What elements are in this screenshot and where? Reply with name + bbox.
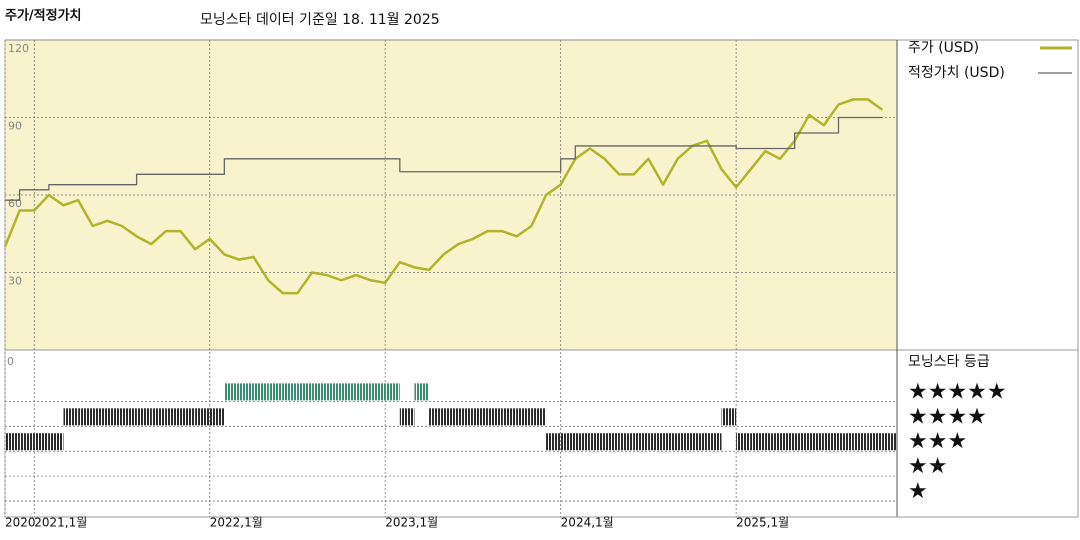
rating-bar — [487, 408, 503, 426]
rating-bar — [19, 433, 35, 451]
rating-title: 모닝스타 등급 — [908, 354, 990, 370]
x-tick-label: 2022,1월 — [210, 516, 263, 530]
rating-bar — [575, 433, 590, 451]
rating-bar — [78, 408, 93, 426]
x-tick-label: 2020 — [5, 516, 36, 530]
rating-bar — [502, 408, 517, 426]
rating-bar — [706, 433, 722, 451]
rating-bar — [107, 408, 122, 426]
rating-bar — [180, 408, 196, 426]
legend-label: 주가 (USD) — [908, 40, 979, 56]
rating-bar — [633, 433, 649, 451]
rating-bar — [663, 433, 678, 451]
rating-bar — [546, 433, 561, 451]
rating-bar — [370, 383, 386, 401]
rating-bar — [414, 383, 430, 401]
rating-bar — [853, 433, 868, 451]
rating-bar — [750, 433, 766, 451]
rating-bar — [195, 408, 210, 426]
rating-bar — [5, 433, 20, 451]
rating-bar — [458, 408, 473, 426]
rating-bar — [604, 433, 620, 451]
rating-bar — [531, 408, 547, 426]
chart-subtitle: 모닝스타 데이터 기준일 18. 11월 2025 — [200, 12, 440, 28]
rating-legend-stars: ★ — [908, 479, 928, 504]
rating-bar — [838, 433, 854, 451]
rating-bar — [472, 408, 488, 426]
x-tick-label: 2021,1월 — [34, 516, 87, 530]
rating-bar — [677, 433, 693, 451]
rating-bar — [151, 408, 166, 426]
series-line — [5, 116, 883, 201]
y-tick-label: 30 — [8, 275, 22, 288]
rating-bar — [516, 408, 532, 426]
rating-bar — [282, 383, 298, 401]
rating-axis-label: 0 — [7, 355, 14, 368]
rating-bar — [794, 433, 810, 451]
rating-bar — [780, 433, 795, 451]
rating-bar — [326, 383, 342, 401]
rating-bar — [253, 383, 269, 401]
rating-bar — [165, 408, 181, 426]
rating-bar — [589, 433, 605, 451]
rating-bar — [429, 408, 444, 426]
x-tick-label: 2025,1월 — [736, 516, 789, 530]
rating-bar — [312, 383, 327, 401]
legend-label: 적정가치 (USD) — [908, 65, 1005, 81]
rating-bar — [648, 433, 664, 451]
rating-bar — [92, 408, 108, 426]
rating-bar — [224, 383, 239, 401]
rating-bar — [736, 433, 751, 451]
rating-legend-stars: ★★ — [908, 454, 947, 479]
rating-bar — [823, 433, 839, 451]
rating-bar — [48, 433, 64, 451]
rating-bar — [765, 433, 781, 451]
rating-bar — [297, 383, 313, 401]
rating-bar — [560, 433, 576, 451]
rating-bar — [341, 383, 356, 401]
rating-bar — [268, 383, 283, 401]
rating-bar — [355, 383, 371, 401]
rating-bar — [34, 433, 49, 451]
rating-bar — [63, 408, 79, 426]
x-tick-label: 2024,1월 — [561, 516, 614, 530]
rating-bar — [721, 408, 737, 426]
series-line — [3, 98, 884, 295]
rating-bar — [443, 408, 459, 426]
rating-legend-stars: ★★★★ — [908, 404, 987, 429]
rating-legend-stars: ★★★ — [908, 429, 967, 454]
rating-bar — [882, 433, 897, 451]
rating-bar — [809, 433, 824, 451]
rating-bar — [867, 433, 883, 451]
chart-title: 주가/적정가치 — [5, 8, 82, 24]
rating-bar — [121, 408, 137, 426]
rating-bar — [136, 408, 152, 426]
rating-bar — [619, 433, 634, 451]
y-tick-label: 120 — [8, 42, 29, 55]
rating-bar — [399, 408, 415, 426]
x-tick-label: 2023,1월 — [385, 516, 438, 530]
rating-legend-stars: ★★★★★ — [908, 379, 1007, 404]
rating-bar — [238, 383, 254, 401]
rating-bar — [385, 383, 400, 401]
rating-bar — [209, 408, 225, 426]
y-tick-label: 90 — [8, 120, 22, 133]
rating-bar — [692, 433, 707, 451]
